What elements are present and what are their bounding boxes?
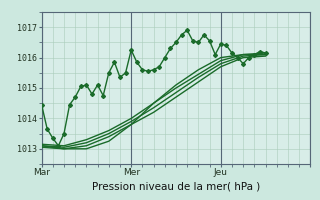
X-axis label: Pression niveau de la mer( hPa ): Pression niveau de la mer( hPa ) [92, 181, 260, 191]
